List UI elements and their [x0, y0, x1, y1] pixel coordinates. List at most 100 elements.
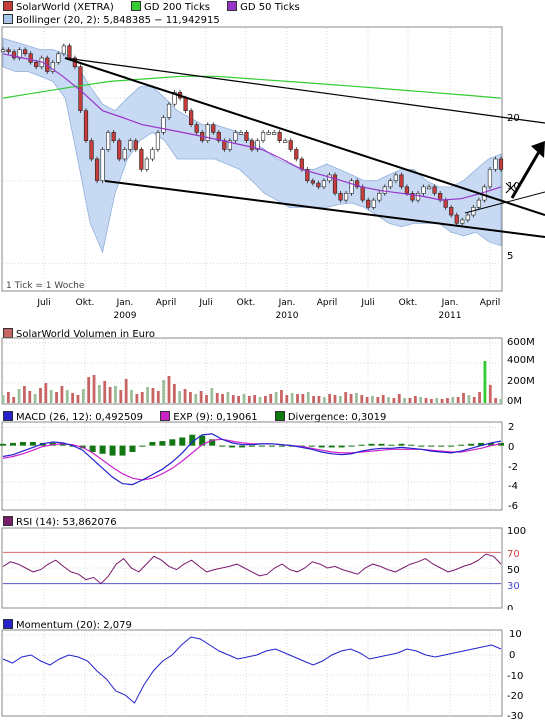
candle-body [360, 186, 365, 201]
volume-bar [408, 398, 412, 403]
volume-ytick-0: 0M [507, 396, 522, 406]
volume-bar [49, 390, 53, 403]
macd-line [2, 433, 502, 486]
volume-bar [263, 396, 267, 403]
rsi-legend: RSI (14): 53,862076 [3, 516, 117, 528]
candle-body [410, 193, 415, 201]
volume-bar [269, 394, 273, 403]
rsi-ytick-50: 50 [507, 565, 520, 576]
volume-bar [135, 394, 139, 403]
volume-bar [355, 393, 358, 403]
volume-bar [435, 398, 439, 403]
macd-ytick-m2: -2 [508, 462, 518, 473]
volume-bar [167, 376, 171, 403]
candle-body [6, 49, 11, 53]
legend-item-price: SolarWorld (XETRA) [3, 1, 114, 13]
candle-body [260, 132, 266, 141]
volume-bar [130, 390, 133, 403]
volume-grid [3, 339, 501, 403]
volume-bar [71, 393, 75, 403]
volume-bar [151, 388, 155, 403]
volume-bar [6, 392, 10, 403]
candle-body [332, 174, 338, 194]
candle-body [426, 186, 432, 190]
legend-swatch-momentum [3, 619, 13, 629]
volume-bar [258, 397, 262, 403]
volume-bar [290, 393, 294, 403]
candle-body [106, 132, 111, 150]
candle-body [432, 186, 437, 194]
volume-bar [87, 377, 91, 403]
price-legend: SolarWorld (XETRA) GD 200 Ticks GD 50 Ti… [3, 1, 314, 13]
momentum-ytick-m30: -30 [507, 711, 523, 720]
trend-lines [64, 57, 545, 238]
candle-body [443, 199, 448, 208]
volume-bar [328, 394, 332, 403]
volume-bar [108, 387, 112, 403]
candle-body [454, 214, 459, 224]
volume-bar [23, 386, 26, 403]
candle-body [355, 180, 360, 188]
divergence-bar [308, 445, 315, 447]
volume-bar [413, 396, 417, 403]
legend-swatch-price [3, 1, 13, 11]
xtick-jan-3: Jan. [441, 298, 459, 308]
volume-bar [274, 392, 278, 403]
candle-body [61, 45, 66, 55]
divergence-bar [338, 445, 345, 448]
volume-bar [285, 395, 289, 403]
divergence-bar [458, 444, 465, 446]
macd-lines [2, 433, 502, 486]
macd-legend: MACD (26, 12): 0,492509 EXP (9): 0,19061… [3, 411, 400, 423]
xtick-jan-2: Jan. [278, 298, 296, 308]
candle-body [277, 132, 282, 141]
candle-body [249, 140, 255, 150]
divergence-bar [268, 445, 275, 447]
candle-body [122, 149, 127, 160]
price-x-axis: Juli Okt. Jan. April Juli Okt. Jan. Apri… [36, 298, 500, 321]
volume-bar [199, 391, 203, 403]
legend-item-exp: EXP (9): 0,19061 [160, 411, 258, 423]
gd200-line [2, 75, 502, 99]
divergence-bar [19, 442, 26, 446]
candle-body [211, 124, 216, 133]
volume-bar [301, 394, 305, 403]
volume-bar [205, 395, 208, 403]
xtick-april-1: April [156, 298, 177, 308]
candle-body [150, 149, 155, 160]
bollinger-legend: Bollinger (20, 2): 5,848385 − 11,942915 [3, 14, 220, 26]
legend-label-divergence: Divergence: 0,3019 [287, 412, 387, 423]
divergence-bar [129, 445, 136, 452]
volume-bar [280, 390, 283, 403]
divergence-bar [199, 435, 206, 446]
volume-bar [97, 385, 101, 403]
trendline-lower [104, 180, 545, 238]
volume-bar [360, 395, 364, 403]
volume-bar [397, 394, 401, 403]
candle-body [498, 158, 504, 170]
volume-bars [1, 361, 503, 403]
candle-body [487, 169, 493, 188]
volume-bar [312, 396, 315, 403]
volume-bar [296, 394, 299, 403]
candle-body [100, 149, 105, 182]
xtick-year-2010: 2010 [276, 311, 299, 321]
volume-bar [462, 393, 465, 403]
candle-body [133, 140, 138, 150]
candle-body [205, 124, 210, 141]
xtick-year-2011: 2011 [439, 311, 462, 321]
volume-bar [162, 380, 166, 403]
divergence-bar [328, 445, 335, 448]
momentum-ytick-m20: -20 [507, 691, 523, 702]
divergence-bar [109, 445, 116, 456]
volume-bar [381, 395, 385, 403]
volume-bar [317, 396, 321, 403]
divergence-bar [219, 445, 226, 447]
candle-body [34, 62, 39, 68]
candle-body [194, 124, 199, 133]
volume-bar [483, 361, 487, 403]
candle-body [371, 199, 376, 208]
candle-body [382, 186, 387, 194]
divergence-bar [278, 445, 285, 447]
candle-body [299, 158, 304, 170]
